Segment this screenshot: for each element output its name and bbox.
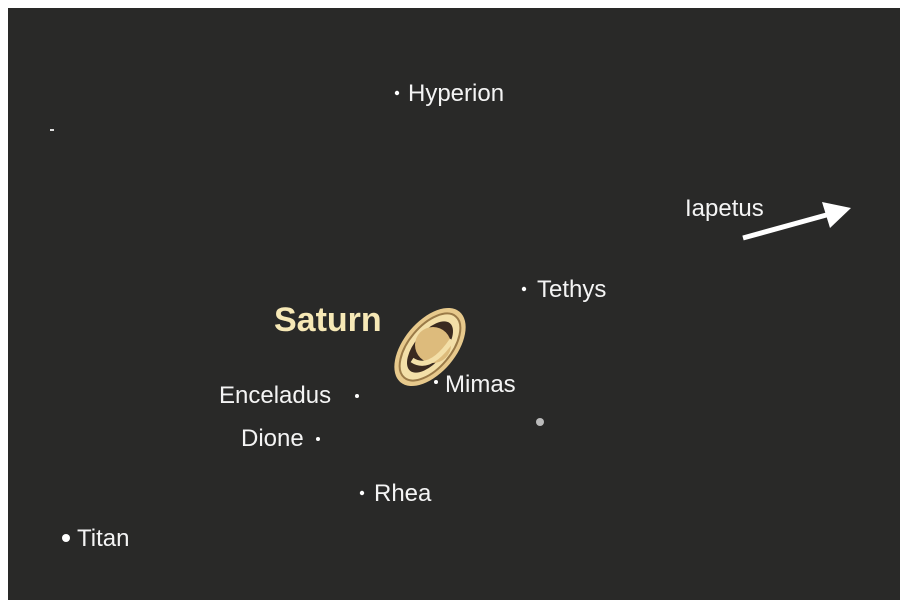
moon-label: Enceladus	[219, 382, 331, 409]
page: Saturn Hyperion Iapetus Tethys Mimas Enc…	[0, 0, 906, 605]
moon-dot	[434, 380, 438, 384]
moon-dot	[316, 437, 320, 441]
faint-object	[536, 418, 544, 426]
sky-image: Saturn Hyperion Iapetus Tethys Mimas Enc…	[0, 0, 906, 605]
moon-label: Tethys	[537, 276, 606, 303]
moon-label: Titan	[77, 525, 129, 552]
moon-label: Iapetus	[685, 195, 764, 222]
star	[50, 129, 54, 131]
moon-label: Mimas	[445, 371, 516, 398]
moon-label: Hyperion	[408, 80, 504, 107]
moon-dot	[395, 91, 399, 95]
moon-dot	[360, 491, 364, 495]
moon-label: Dione	[241, 425, 304, 452]
moon-dot	[522, 287, 526, 291]
moon-dot	[355, 394, 359, 398]
planet-label: Saturn	[274, 301, 382, 339]
moon-dot	[62, 534, 70, 542]
moon-label: Rhea	[374, 480, 432, 507]
